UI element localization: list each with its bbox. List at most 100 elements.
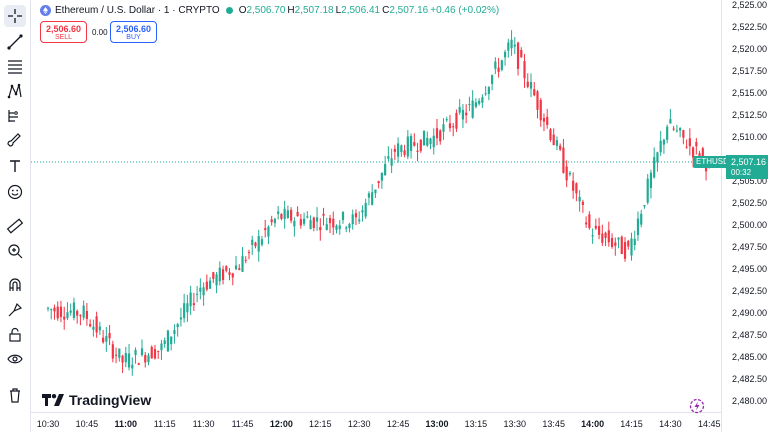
candle-body [461, 109, 465, 120]
candle-body [50, 309, 53, 311]
candle-body [604, 232, 607, 238]
time-tick: 12:45 [386, 419, 410, 429]
candle-body [124, 353, 127, 363]
candle-body [290, 209, 293, 221]
candle-body [614, 242, 617, 246]
price-tick: 2,525.00 [732, 0, 768, 10]
bar-countdown: 00:32 [731, 168, 752, 177]
candle-body [345, 227, 348, 229]
ruler-icon[interactable] [4, 215, 26, 237]
candle-body [374, 189, 377, 194]
symbol-price-tag: ETHUSD [693, 156, 732, 168]
text-icon[interactable] [4, 155, 26, 177]
price-tick: 2,492.50 [732, 286, 768, 296]
candle-body [114, 354, 118, 356]
change-value: +0.46 (+0.02%) [430, 4, 500, 16]
sell-button[interactable]: 2,506.60 SELL [40, 21, 87, 43]
candle-body [442, 124, 445, 132]
candle-body [221, 269, 225, 280]
fib-retracement-icon[interactable] [4, 55, 26, 77]
price-tick: 2,480.00 [732, 396, 768, 406]
close-value: 2,507.16 [389, 4, 429, 16]
crosshair-icon[interactable] [4, 5, 26, 27]
candle-body [627, 240, 630, 247]
candle-body [325, 224, 328, 230]
price-axis[interactable]: 2,525.00 2,522.50 2,520.00 2,517.50 2,515.00… [721, 0, 768, 432]
candle-body [212, 272, 215, 279]
lock-drawings-icon[interactable] [4, 299, 26, 321]
eye-icon[interactable] [4, 348, 26, 370]
time-axis[interactable]: 10:30 10:45 11:00 11:15 11:30 11:45 12:00 12:15… [31, 412, 721, 432]
buy-price: 2,506.60 [115, 24, 152, 34]
current-price-label: 2,507.16 00:32 [726, 155, 768, 179]
trend-line-icon[interactable] [4, 31, 26, 53]
brush-icon[interactable] [4, 130, 26, 152]
candle-body [419, 139, 422, 151]
candle-body [623, 242, 627, 259]
candle-body [555, 140, 559, 146]
high-value: 2,507.18 [294, 4, 334, 16]
magnet-icon[interactable] [4, 274, 26, 296]
price-tick: 2,515.00 [732, 88, 768, 98]
forecast-icon[interactable] [4, 105, 26, 127]
candle-body [539, 99, 542, 121]
candle-body [257, 236, 260, 252]
sell-price: 2,506.60 [45, 24, 82, 34]
candle-body [529, 81, 533, 89]
candle-body [549, 129, 552, 140]
candle-body [513, 44, 516, 47]
candle-body [426, 137, 429, 146]
candle-body [478, 100, 481, 104]
candle-body [572, 180, 575, 191]
price-tick: 2,500.00 [732, 220, 768, 230]
candle-body [319, 227, 322, 231]
candle-body [76, 310, 79, 316]
candle-body [403, 150, 406, 155]
candle-body [416, 150, 419, 152]
candle-body [503, 51, 507, 58]
low-key: L [335, 4, 342, 16]
candle-body [575, 183, 578, 194]
candle-body [578, 196, 581, 202]
buy-button[interactable]: 2,506.60 BUY [110, 21, 157, 43]
candle-body [46, 307, 50, 309]
candle-body [597, 226, 601, 235]
time-tick: 13:30 [503, 419, 527, 429]
price-tick: 2,512.50 [732, 110, 768, 120]
candle-body [559, 145, 562, 150]
emoji-icon[interactable] [4, 181, 26, 203]
chart-pane[interactable] [31, 0, 721, 412]
candle-body [649, 172, 653, 189]
candle-body [659, 140, 662, 153]
pattern-icon[interactable] [4, 80, 26, 102]
zoom-in-icon[interactable] [4, 240, 26, 262]
candle-body [620, 236, 623, 254]
candle-body [429, 138, 432, 144]
candle-body [332, 218, 335, 228]
candle-body [338, 225, 341, 230]
time-tick: 12:30 [347, 419, 371, 429]
candle-body [72, 302, 76, 318]
candle-body [691, 147, 695, 158]
candle-body [153, 349, 157, 359]
price-tick: 2,495.00 [732, 264, 768, 274]
assistant-icon[interactable] [689, 398, 705, 414]
time-tick: 11:45 [231, 419, 254, 429]
tradingview-logo[interactable]: TradingView [42, 392, 151, 408]
candle-body [166, 330, 170, 352]
close-key: C [382, 4, 390, 16]
candle-body [409, 136, 413, 151]
trash-icon[interactable] [4, 384, 26, 406]
candle-body [348, 223, 351, 229]
buy-label: BUY [126, 34, 141, 41]
candle-body [491, 75, 494, 84]
candle-body [672, 128, 675, 130]
symbol-title[interactable]: Ethereum / U.S. Dollar · 1 · CRYPTO [55, 4, 220, 16]
brand-name: TradingView [69, 392, 152, 408]
candle-body [264, 228, 267, 231]
candle-body [500, 60, 503, 71]
price-tick: 2,487.50 [732, 330, 768, 340]
lock-icon[interactable] [4, 324, 26, 346]
candle-body [387, 156, 390, 159]
price-tick: 2,522.50 [732, 22, 768, 32]
